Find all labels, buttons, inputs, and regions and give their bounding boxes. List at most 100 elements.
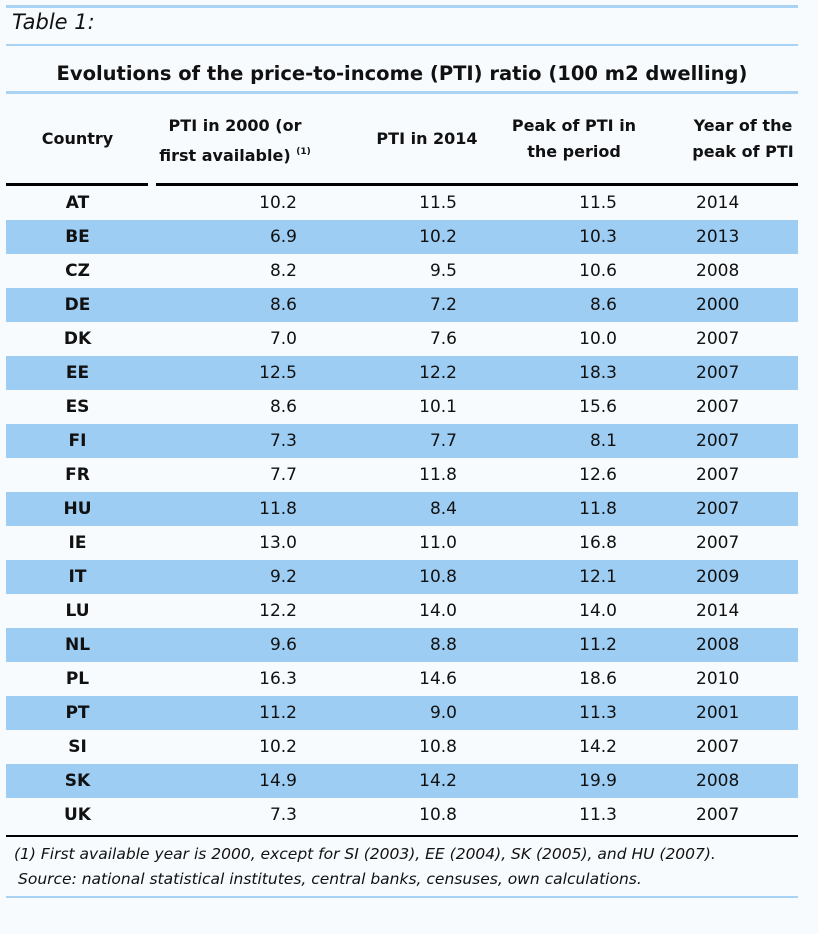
table-row: FR 7.7 11.8 12.6 2007 xyxy=(6,458,798,492)
pti2014-cell: 11.8 xyxy=(419,465,457,485)
year-cell: 2007 xyxy=(696,499,740,519)
pti2000-cell: 11.2 xyxy=(259,703,297,723)
peak-cell: 16.8 xyxy=(579,533,617,553)
country-cell: PL xyxy=(65,669,90,689)
table-row: UK 7.3 10.8 11.3 2007 xyxy=(6,798,798,832)
pti2014-cell: 7.2 xyxy=(429,295,457,315)
country-cell: SI xyxy=(68,737,87,757)
peak-cell: 14.0 xyxy=(579,601,617,621)
pti2000-cell: 6.9 xyxy=(269,227,297,247)
peak-cell: 11.8 xyxy=(579,499,617,519)
pti2014-cell: 12.2 xyxy=(419,363,457,383)
year-cell: 2007 xyxy=(696,329,740,349)
pti2014-cell: 10.1 xyxy=(419,397,457,417)
country-cell: EE xyxy=(65,363,90,383)
pti2014-cell: 11.0 xyxy=(419,533,457,553)
table-row: EE 12.5 12.2 18.3 2007 xyxy=(6,356,798,390)
table-title: Evolutions of the price-to-income (PTI) … xyxy=(56,62,748,85)
table-label: Table 1: xyxy=(12,10,95,34)
pti2014-cell: 14.6 xyxy=(419,669,457,689)
year-cell: 2007 xyxy=(696,363,740,383)
pti2014-cell: 11.5 xyxy=(419,193,457,213)
country-cell: FR xyxy=(65,465,90,485)
country-cell: CZ xyxy=(65,261,90,281)
country-cell: DE xyxy=(64,295,91,315)
pti2000-cell: 13.0 xyxy=(259,533,297,553)
pti2000-cell: 9.2 xyxy=(269,567,297,587)
year-cell: 2001 xyxy=(696,703,740,723)
pti2014-cell: 10.8 xyxy=(419,805,457,825)
peak-cell: 11.2 xyxy=(579,635,617,655)
country-cell: AT xyxy=(65,193,90,213)
label-rule xyxy=(6,44,798,46)
pti2000-cell: 7.3 xyxy=(269,431,297,451)
peak-cell: 12.1 xyxy=(579,567,617,587)
country-cell: IE xyxy=(68,533,87,553)
table-row: PT 11.2 9.0 11.3 2001 xyxy=(6,696,798,730)
table-row: LU 12.2 14.0 14.0 2014 xyxy=(6,594,798,628)
top-rule xyxy=(6,5,798,8)
country-cell: BE xyxy=(65,227,90,247)
year-cell: 2010 xyxy=(696,669,740,689)
pti2000-cell: 12.5 xyxy=(259,363,297,383)
table-row: SI 10.2 10.8 14.2 2007 xyxy=(6,730,798,764)
peak-cell: 8.1 xyxy=(589,431,617,451)
country-cell: IT xyxy=(68,567,87,587)
table-row: IE 13.0 11.0 16.8 2007 xyxy=(6,526,798,560)
country-cell: NL xyxy=(64,635,91,655)
pti2014-cell: 8.8 xyxy=(429,635,457,655)
peak-cell: 11.3 xyxy=(579,805,617,825)
table-row: DE 8.6 7.2 8.6 2000 xyxy=(6,288,798,322)
year-cell: 2007 xyxy=(696,397,740,417)
pti2000-cell: 7.7 xyxy=(269,465,297,485)
year-cell: 2007 xyxy=(696,431,740,451)
year-cell: 2009 xyxy=(696,567,740,587)
peak-cell: 10.6 xyxy=(579,261,617,281)
table-row: CZ 8.2 9.5 10.6 2008 xyxy=(6,254,798,288)
peak-cell: 12.6 xyxy=(579,465,617,485)
bottom-rule xyxy=(6,896,798,898)
peak-cell: 15.6 xyxy=(579,397,617,417)
table-row: AT 10.2 11.5 11.5 2014 xyxy=(6,186,798,220)
pti2000-cell: 8.6 xyxy=(269,397,297,417)
peak-cell: 11.3 xyxy=(579,703,617,723)
year-cell: 2007 xyxy=(696,533,740,553)
year-cell: 2007 xyxy=(696,737,740,757)
header-pti2000: PTI in 2000 (or first available) (1) xyxy=(159,116,311,165)
year-cell: 2007 xyxy=(696,465,740,485)
header-year: Year of the peak of PTI xyxy=(692,116,794,161)
pti2014-cell: 10.8 xyxy=(419,737,457,757)
pti2014-cell: 7.7 xyxy=(429,431,457,451)
title-rule xyxy=(6,91,798,94)
footnote-first-year: (1) First available year is 2000, except… xyxy=(14,845,716,863)
peak-cell: 10.3 xyxy=(579,227,617,247)
table-row: PL 16.3 14.6 18.6 2010 xyxy=(6,662,798,696)
table-row: IT 9.2 10.8 12.1 2009 xyxy=(6,560,798,594)
pti2014-cell: 10.2 xyxy=(419,227,457,247)
country-cell: PT xyxy=(65,703,90,723)
table-row: BE 6.9 10.2 10.3 2013 xyxy=(6,220,798,254)
country-cell: SK xyxy=(64,771,91,791)
header-rule-right xyxy=(156,183,798,186)
peak-cell: 18.6 xyxy=(579,669,617,689)
pti2014-cell: 14.0 xyxy=(419,601,457,621)
pti2000-cell: 12.2 xyxy=(259,601,297,621)
year-cell: 2007 xyxy=(696,805,740,825)
pti2000-cell: 10.2 xyxy=(259,193,297,213)
peak-cell: 10.0 xyxy=(579,329,617,349)
pti2000-cell: 14.9 xyxy=(259,771,297,791)
table-row: ES 8.6 10.1 15.6 2007 xyxy=(6,390,798,424)
footnote-source: Source: national statistical institutes,… xyxy=(18,870,642,888)
peak-cell: 19.9 xyxy=(579,771,617,791)
peak-cell: 14.2 xyxy=(579,737,617,757)
pti2014-cell: 7.6 xyxy=(429,329,457,349)
year-cell: 2000 xyxy=(696,295,740,315)
header-peak: Peak of PTI in the period xyxy=(511,116,637,161)
pti2000-cell: 11.8 xyxy=(259,499,297,519)
pti2000-cell: 7.3 xyxy=(269,805,297,825)
peak-cell: 11.5 xyxy=(579,193,617,213)
year-cell: 2008 xyxy=(696,261,740,281)
pti2014-cell: 10.8 xyxy=(419,567,457,587)
pti2000-cell: 7.0 xyxy=(269,329,297,349)
pti2000-cell: 9.6 xyxy=(269,635,297,655)
